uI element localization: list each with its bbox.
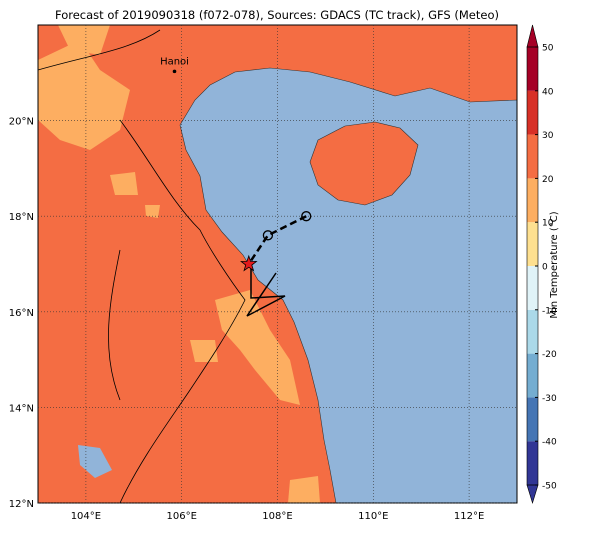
colorbar-tick-label: 0 (542, 263, 548, 273)
cool-patch (78, 445, 112, 478)
lat-tick-label: 18°N (9, 212, 34, 223)
colorbar-segment (527, 309, 538, 354)
colorbar-segment (527, 178, 538, 223)
lon-tick-label: 112°E (454, 511, 484, 522)
colorbar-segment (527, 353, 538, 398)
colorbar-tick-label: -20 (542, 350, 557, 360)
lat-tick-label: 20°N (9, 117, 34, 128)
current-position (240, 254, 258, 272)
colorbar-tick-label: -10 (542, 306, 557, 316)
colorbar-tick-label: 10 (542, 219, 554, 229)
colorbar-tick-label: 40 (542, 87, 554, 97)
colorbar-tick-label: -50 (542, 482, 557, 492)
track-point (262, 230, 274, 241)
colorbar-label: Min Temperature (°C) (549, 211, 560, 318)
lon-tick-label: 104°E (71, 511, 101, 522)
warm-patches (38, 25, 320, 503)
colorbar-segment (527, 134, 538, 179)
lat-tick-label: 16°N (9, 308, 34, 319)
title: Forecast of 2019090318 (f072-078), Sourc… (55, 8, 499, 22)
lon-tick-label: 110°E (358, 511, 388, 522)
lon-tick-label: 108°E (262, 511, 292, 522)
city-marker (172, 69, 177, 74)
track-point (301, 211, 312, 222)
colorbar-tick-label: -40 (542, 438, 557, 448)
track-line (247, 215, 307, 265)
city-label: Hanoi (160, 56, 189, 67)
map-area (38, 25, 517, 503)
colorbar-segment (527, 266, 538, 310)
sea (179, 67, 517, 503)
colorbar-extend-top (526, 24, 539, 48)
colorbar-segment (527, 441, 538, 485)
borders (38, 29, 246, 503)
colorbar-segment (527, 90, 538, 135)
lat-tick-label: 12°N (9, 499, 34, 510)
colorbar-extend-bottom (526, 484, 539, 505)
colorbar-tick-label: 50 (542, 44, 554, 54)
colorbar-tick-label: -30 (542, 394, 557, 404)
colorbar-segment (527, 397, 538, 442)
colorbar-segment (527, 47, 538, 91)
island (309, 121, 419, 206)
colorbar-segment (527, 222, 538, 266)
lat-tick-label: 14°N (9, 403, 34, 414)
colorbar-tick-label: 30 (542, 131, 554, 141)
forecast-cone (246, 262, 286, 317)
lon-tick-label: 106°E (166, 511, 196, 522)
colorbar-tick-label: 20 (542, 175, 554, 185)
